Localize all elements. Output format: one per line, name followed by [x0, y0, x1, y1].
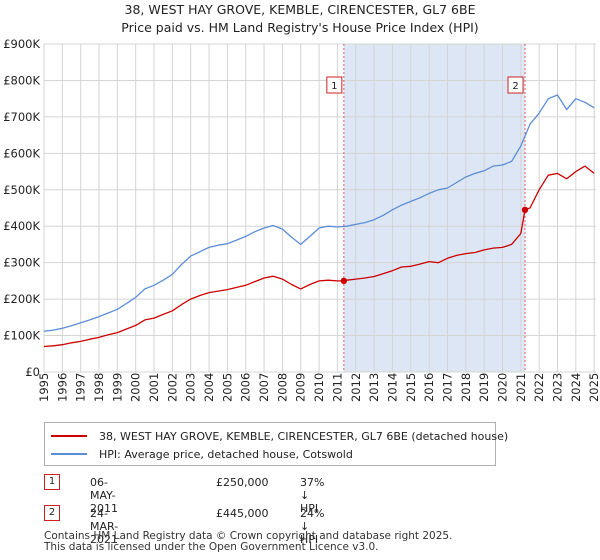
- x-tick-label: 1999: [110, 373, 124, 402]
- y-tick-label: £0: [25, 365, 40, 379]
- x-tick-label: 2015: [404, 373, 418, 402]
- x-tick-label: 2017: [440, 373, 454, 402]
- chart-title: 38, WEST HAY GROVE, KEMBLE, CIRENCESTER,…: [124, 2, 476, 17]
- chart-legend: 38, WEST HAY GROVE, KEMBLE, CIRENCESTER,…: [44, 422, 508, 466]
- x-tick-label: 2022: [532, 373, 546, 402]
- x-tick-label: 1996: [55, 373, 69, 402]
- y-tick-label: £200K: [3, 292, 40, 306]
- x-tick-label: 1995: [37, 373, 51, 402]
- footer-line-licence: This data is licensed under the Open Gov…: [44, 541, 379, 553]
- transaction-hpi-diff: 24% ↓ HPI: [300, 507, 325, 546]
- transaction-price: £445,000: [216, 507, 269, 520]
- y-tick-label: £600K: [3, 146, 40, 160]
- footer-attribution: Contains HM Land Registry data © Crown c…: [44, 531, 452, 553]
- y-tick-label: £500K: [3, 183, 40, 197]
- sale-label: 2: [512, 81, 518, 92]
- transaction-number-badge: 1: [44, 474, 60, 490]
- y-tick-label: £700K: [3, 110, 40, 124]
- y-tick-label: £100K: [3, 329, 40, 343]
- y-tick-label: £800K: [3, 73, 40, 87]
- transaction-date: 06-MAY-2011: [90, 476, 118, 515]
- x-tick-label: 2009: [294, 373, 308, 402]
- legend-blue-line-icon: [51, 453, 87, 455]
- x-tick-label: 2005: [220, 373, 234, 402]
- shaded-ownership-region: [343, 44, 526, 372]
- y-tick-label: £900K: [3, 37, 40, 51]
- sale-label: 1: [331, 81, 337, 92]
- x-tick-label: 2014: [385, 373, 399, 402]
- property-price-series-line: [43, 165, 595, 348]
- sale-point: [521, 206, 529, 214]
- transaction-date: 24-MAR-2021: [90, 507, 119, 546]
- x-tick-label: 2008: [275, 373, 289, 402]
- sale-point: [340, 277, 348, 285]
- legend-item-hpi: HPI: Average price, detached house, Cots…: [51, 446, 353, 462]
- legend-hpi-label: HPI: Average price, detached house, Cots…: [99, 447, 353, 461]
- legend-item-property: 38, WEST HAY GROVE, KEMBLE, CIRENCESTER,…: [51, 428, 508, 444]
- x-tick-label: 2018: [459, 373, 473, 402]
- x-tick-label: 2003: [184, 373, 198, 402]
- transaction-number-badge: 2: [44, 505, 60, 521]
- x-tick-label: 2019: [477, 373, 491, 402]
- legend-property-label: 38, WEST HAY GROVE, KEMBLE, CIRENCESTER,…: [99, 429, 509, 443]
- x-tick-label: 2007: [257, 373, 271, 402]
- x-tick-label: 2021: [514, 373, 528, 402]
- x-tick-label: 1997: [74, 373, 88, 402]
- hpi-series-line: [43, 94, 595, 332]
- x-tick-label: 2024: [569, 373, 583, 402]
- transaction-price: £250,000: [216, 476, 269, 489]
- x-tick-label: 2000: [129, 373, 143, 402]
- price-chart: 1 2 £0 £100K £200K £300K £400K £500K £600K £700K £…: [3, 37, 600, 402]
- x-tick-label: 2013: [367, 373, 381, 402]
- sale-label-box: [326, 76, 343, 94]
- x-tick-label: 2023: [550, 373, 564, 402]
- transaction-hpi-diff: 37% ↓ HPI: [300, 476, 325, 515]
- x-tick-label: 2011: [330, 373, 344, 402]
- x-tick-label: 2012: [349, 373, 363, 402]
- sale-label-box: [507, 76, 524, 94]
- x-tick-label: 2020: [495, 373, 509, 402]
- x-tick-label: 2010: [312, 373, 326, 402]
- y-tick-label: £300K: [3, 256, 40, 270]
- x-tick-label: 2002: [165, 373, 179, 402]
- x-tick-label: 2016: [422, 373, 436, 402]
- x-tick-label: 2006: [239, 373, 253, 402]
- x-tick-label: 2025: [587, 373, 600, 402]
- footer-line-copyright: Contains HM Land Registry data © Crown c…: [44, 530, 453, 542]
- legend-red-line-icon: [51, 435, 87, 437]
- y-tick-label: £400K: [3, 219, 40, 233]
- x-tick-label: 2001: [147, 373, 161, 402]
- x-tick-label: 2004: [202, 373, 216, 402]
- x-tick-label: 1998: [92, 373, 106, 402]
- chart-subtitle: Price paid vs. HM Land Registry's House …: [121, 20, 479, 35]
